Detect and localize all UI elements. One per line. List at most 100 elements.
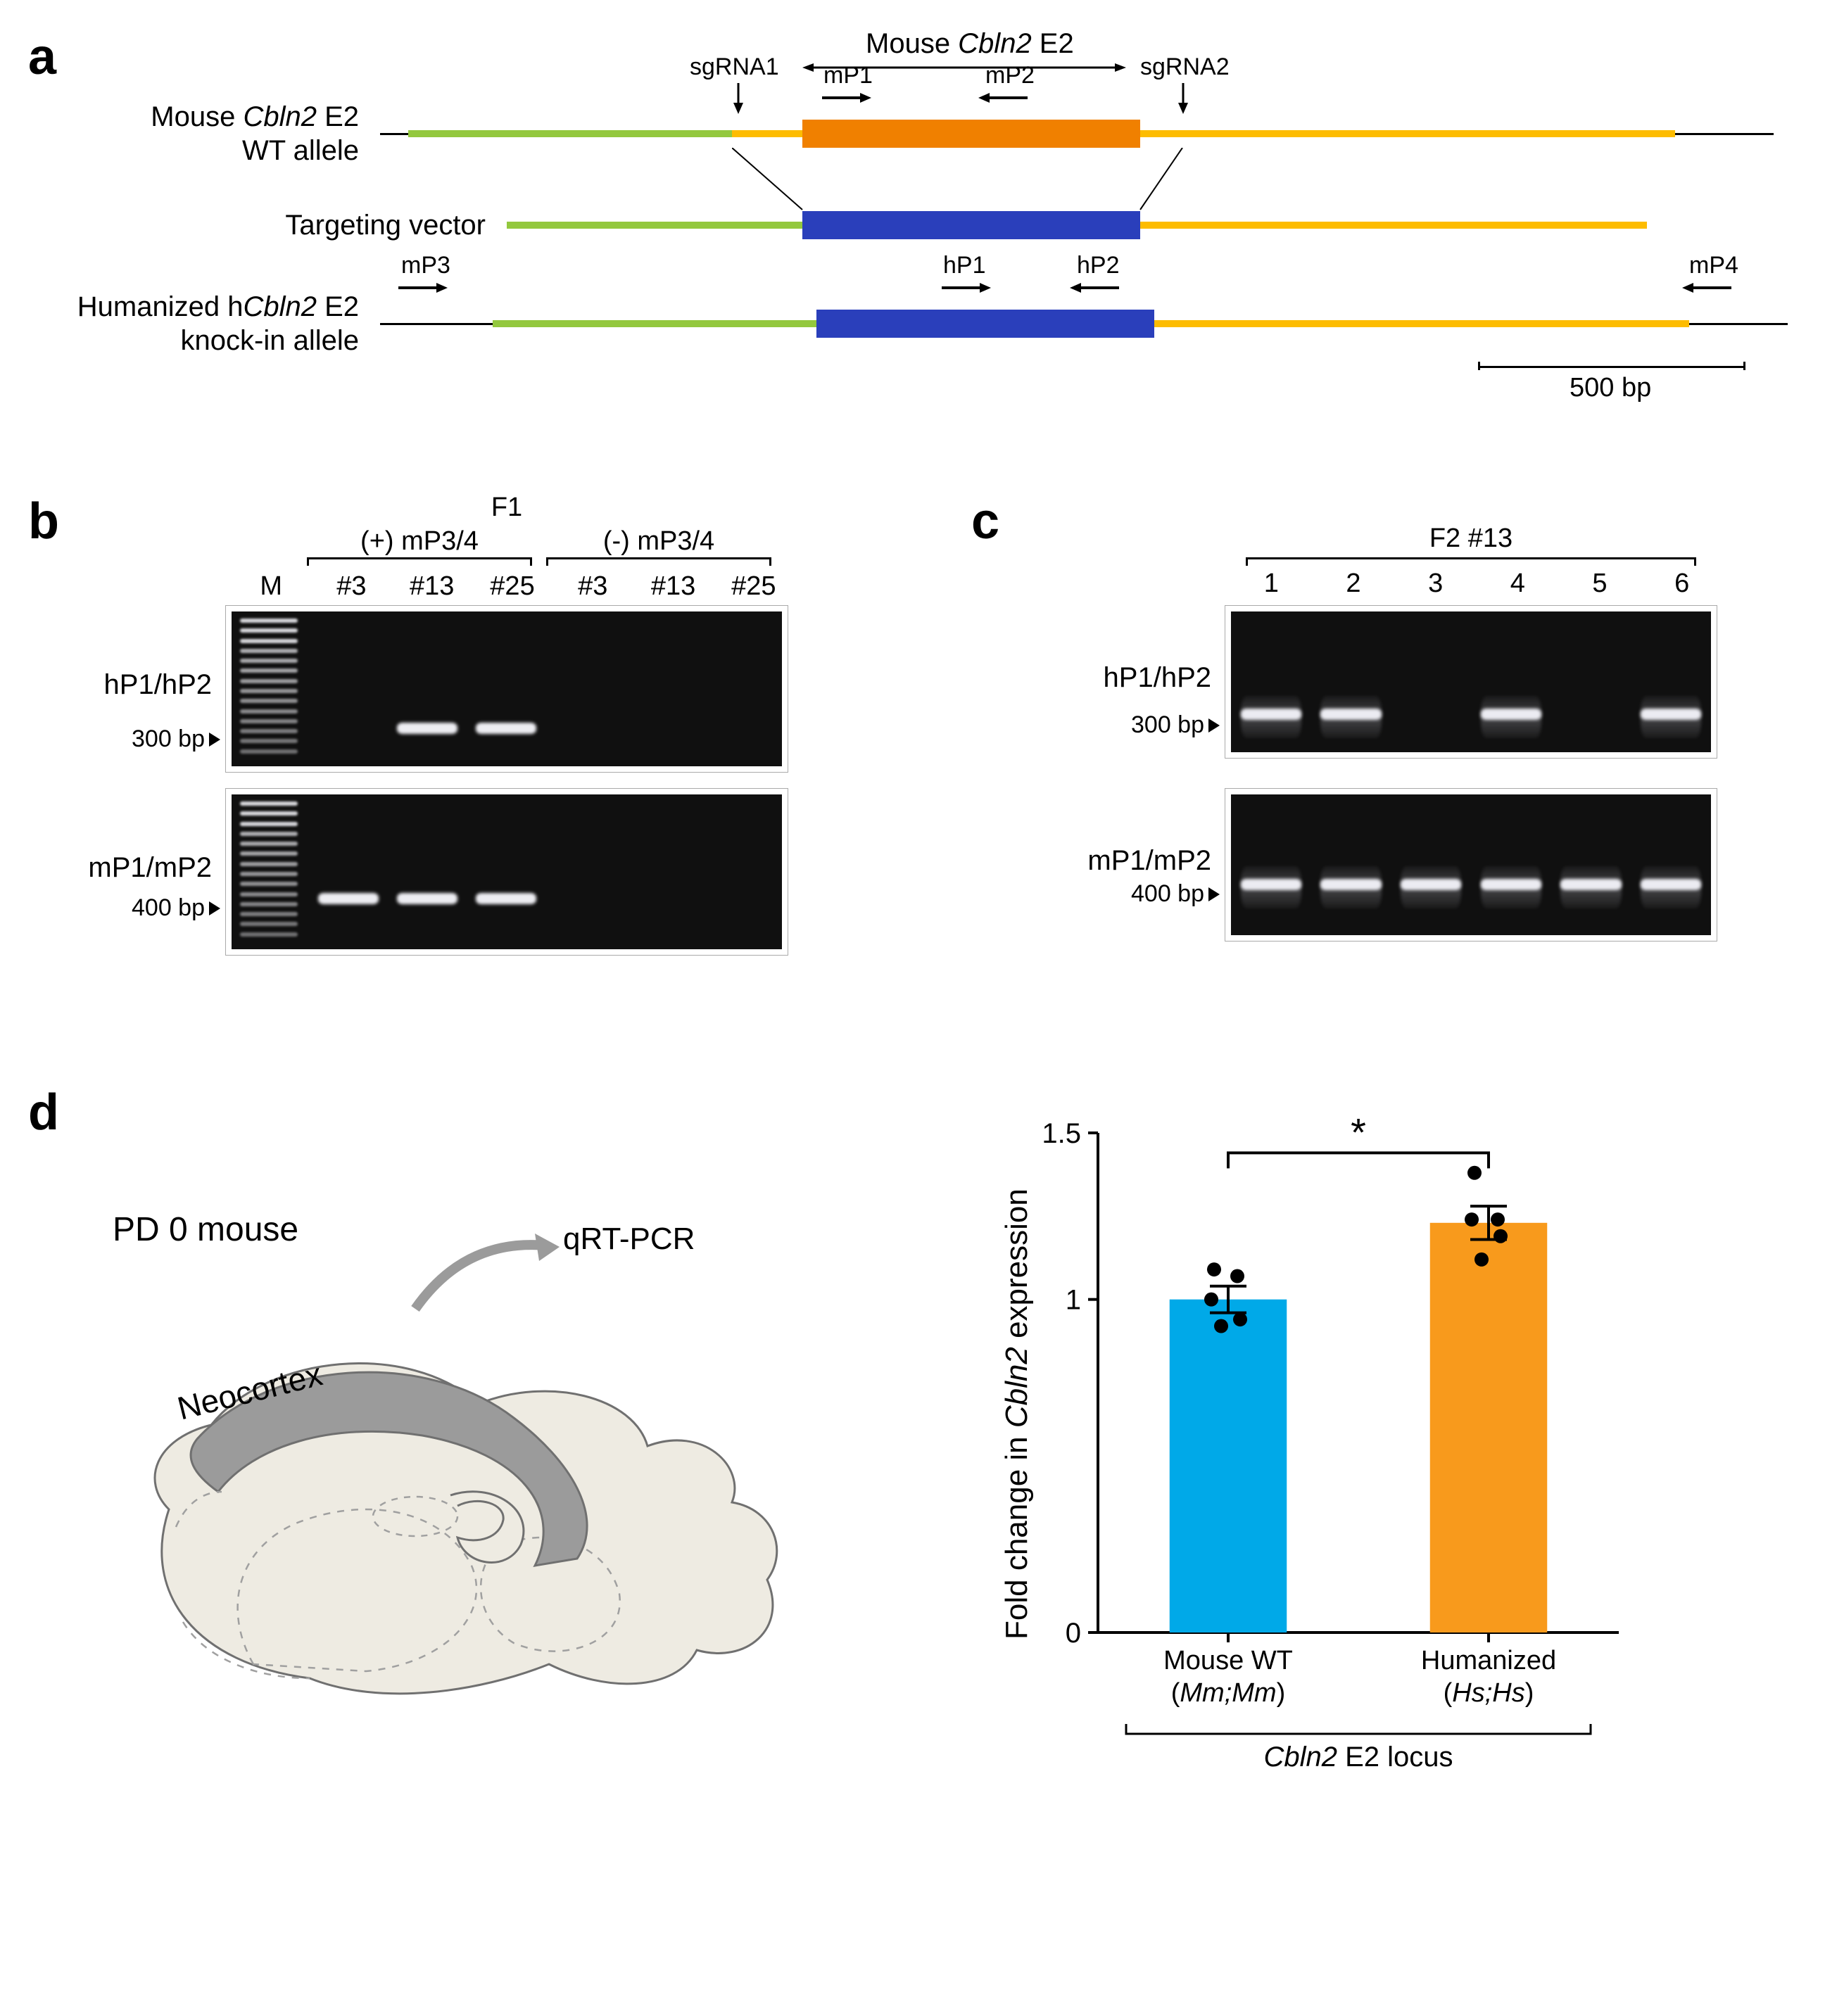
ladder-band [240, 902, 298, 906]
scale-bar-line [1478, 366, 1745, 368]
wt-seg-green [408, 130, 732, 137]
gel-c1-size: 300 bp [1131, 711, 1225, 739]
panel-a: a sgRNA1 sgRNA2 Mouse Mouse Cbln2 E2Cbln… [28, 28, 1797, 436]
mp1-label: mP1 [823, 62, 873, 89]
bar-cat-line1: Humanized [1421, 1646, 1556, 1675]
wt-seg-line-l [380, 133, 408, 135]
panel-a-label: a [28, 28, 56, 86]
ladder-band [240, 832, 298, 836]
gel-smear [1241, 696, 1301, 738]
ladder-band [240, 649, 298, 653]
gel-c1-block: hP1/hP2 300 bp [1225, 605, 1717, 759]
panel-d-label: d [28, 1084, 59, 1141]
mouse-e2-label: Mouse Mouse Cbln2 E2Cbln2 E2 [866, 28, 1074, 60]
gel-smear [1401, 866, 1461, 908]
bar [1170, 1300, 1287, 1633]
bar-cat-line2: (Hs;Hs) [1444, 1678, 1534, 1708]
mp4-arrow-icon [1682, 281, 1731, 294]
lane-label: 2 [1346, 569, 1360, 599]
wt-seg-yellow-l [732, 130, 802, 137]
gel-band [397, 723, 457, 734]
data-point [1207, 1262, 1221, 1276]
bar [1430, 1223, 1548, 1633]
mp4-label: mP4 [1689, 252, 1738, 279]
b-pos-bracket [307, 557, 532, 559]
gel-band [476, 723, 536, 734]
data-point [1233, 1312, 1247, 1326]
lane-label: #13 [651, 571, 695, 602]
gel-b2-block: mP1/mP2 400 bp [225, 788, 788, 956]
gel-smear [1320, 696, 1381, 738]
lane-label: 4 [1510, 569, 1525, 599]
ladder-band [240, 699, 298, 703]
gel-b2 [232, 794, 782, 949]
ladder-band [240, 922, 298, 926]
data-point [1467, 1166, 1482, 1180]
gel-smear [1560, 866, 1621, 908]
gel-smear [1481, 866, 1541, 908]
panel-b: b F1 (+) mP3/4 (-) mP3/4 M#3#13#25#3#13#… [28, 493, 929, 1027]
gel-b1-primers: hP1/hP2 [104, 669, 226, 701]
ladder-band [240, 628, 298, 633]
gel-c2-size: 400 bp [1131, 880, 1225, 908]
b-neg-bracket [546, 557, 771, 559]
gel-c2-block: mP1/mP2 400 bp [1225, 788, 1717, 942]
ladder-band [240, 912, 298, 916]
scale-bar-tick-l [1478, 362, 1480, 370]
ladder-band [240, 801, 298, 806]
group-label: Cbln2 E2 locus [1263, 1742, 1453, 1773]
hp2-label: hP2 [1077, 252, 1120, 279]
y-tick-label: 0 [1066, 1618, 1081, 1649]
gel-b1-size: 300 bp [132, 725, 226, 753]
ki-seg-line-r [1689, 323, 1788, 325]
gel-b-title: F1 [491, 493, 522, 523]
ladder-band [240, 932, 298, 937]
y-axis-label: Fold change in Cbln2 expression [999, 1188, 1035, 1640]
ladder-band [240, 689, 298, 693]
panels-bc-row: b F1 (+) mP3/4 (-) mP3/4 M#3#13#25#3#13#… [28, 493, 1797, 1041]
lane-label: #25 [731, 571, 776, 602]
ladder-band [240, 729, 298, 733]
ladder-band [240, 719, 298, 723]
ladder-band [240, 619, 298, 623]
figure: a sgRNA1 sgRNA2 Mouse Mouse Cbln2 E2Cbln… [28, 28, 1797, 1858]
gel-smear [1641, 696, 1701, 738]
bar-cat-line1: Mouse WT [1163, 1646, 1293, 1675]
panel-b-label: b [28, 493, 59, 550]
data-point [1230, 1269, 1244, 1283]
ladder-band [240, 739, 298, 743]
ki-allele-row: Humanized hCbln2 E2 knock-in allele [380, 310, 1788, 338]
y-tick-label: 1 [1066, 1285, 1081, 1316]
lane-label: 5 [1592, 569, 1607, 599]
gel-smear [1320, 866, 1381, 908]
scale-bar-text: 500 bp [1570, 373, 1651, 403]
data-point [1474, 1253, 1489, 1267]
gel-b2-size: 400 bp [132, 894, 226, 922]
ladder-band [240, 668, 298, 673]
ladder-band [240, 822, 298, 826]
mp2-label: mP2 [985, 62, 1035, 89]
ladder-band [240, 749, 298, 754]
b-pos-text: (+) mP3/4 [360, 526, 479, 557]
bar-cat-line2: (Mm;Mm) [1171, 1678, 1286, 1708]
ki-seg-line-l [380, 323, 493, 325]
brain-box: PD 0 mouse qRT-PCR [113, 1210, 887, 1738]
sig-star: * [1351, 1110, 1366, 1154]
data-point [1204, 1293, 1218, 1307]
mp3-arrow-icon [398, 281, 448, 294]
gel-smear [1641, 866, 1701, 908]
ki-seg-yellow [1154, 320, 1689, 327]
wt-seg-yellow-r [1140, 130, 1675, 137]
data-point [1214, 1319, 1228, 1333]
lane-label: 6 [1674, 569, 1689, 599]
gel-b1 [232, 611, 782, 766]
mp2-arrow-icon [978, 91, 1028, 104]
b-neg-text: (-) mP3/4 [603, 526, 714, 557]
mp3-label: mP3 [401, 252, 450, 279]
hp1-arrow-icon [942, 281, 991, 294]
gel-c2-primers: mP1/mP2 [1087, 845, 1225, 877]
gel-c1 [1231, 611, 1711, 752]
gel-c-title: F2 #13 [1429, 524, 1513, 554]
ladder-band [240, 862, 298, 866]
wt-allele-row: Mouse Cbln2 E2 WT allele [380, 120, 1788, 148]
